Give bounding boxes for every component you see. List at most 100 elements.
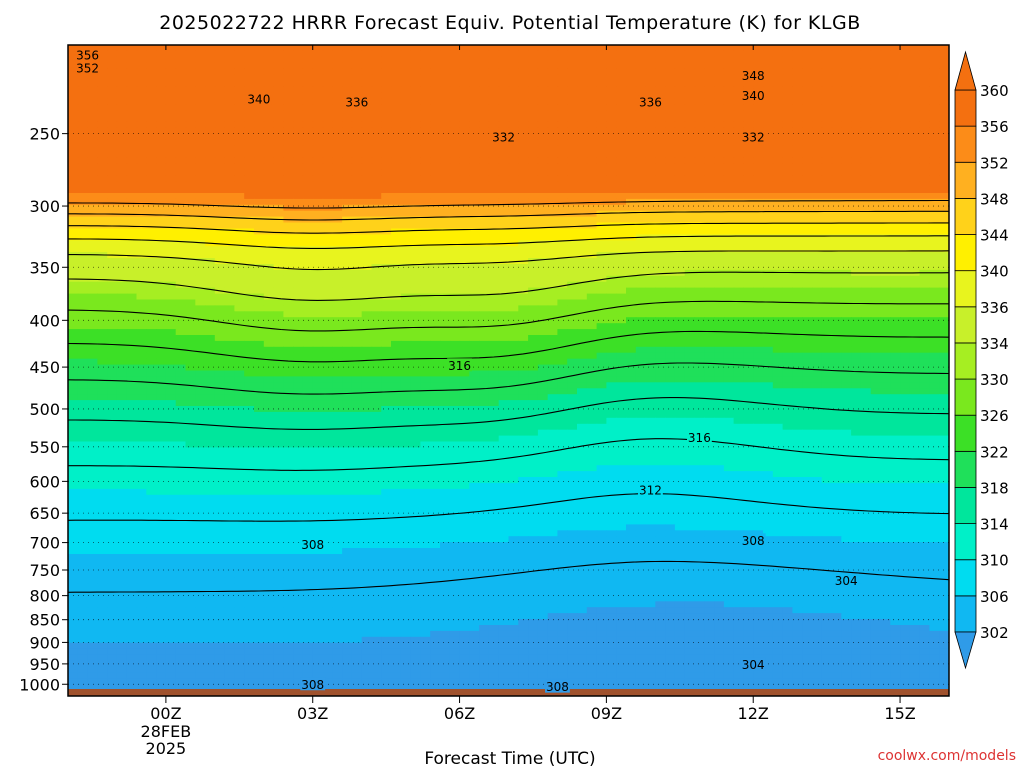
color-band-cell (351, 335, 363, 342)
color-band-cell (342, 50, 353, 58)
color-band-cell (743, 157, 754, 164)
color-band-cell (508, 121, 519, 129)
color-band-cell (479, 299, 490, 306)
color-band-cell (537, 335, 549, 342)
color-band-cell (146, 187, 157, 194)
color-band-cell (665, 157, 676, 164)
color-band-cell (508, 335, 519, 342)
color-band-cell (195, 252, 206, 259)
color-band-cell (714, 62, 725, 70)
color-band-cell (97, 275, 108, 283)
color-band-cell (782, 121, 793, 129)
color-band-cell (126, 346, 138, 354)
color-band-cell (185, 198, 196, 206)
color-band-cell (97, 157, 108, 164)
color-band-cell (302, 68, 314, 76)
color-band-cell (205, 139, 216, 147)
color-band-cell (763, 305, 774, 312)
color-band-cell (254, 281, 265, 289)
color-band-cell (273, 352, 284, 360)
color-band-cell (420, 56, 431, 64)
color-band-cell (665, 139, 676, 147)
color-band-cell (635, 181, 647, 188)
color-band-cell (244, 198, 255, 206)
color-band-cell (116, 323, 128, 330)
color-band-cell (224, 68, 235, 76)
color-band-cell (391, 252, 402, 259)
color-band-cell (214, 352, 226, 360)
color-band-cell (723, 163, 735, 170)
color-band-cell (224, 86, 235, 93)
color-band-cell (577, 335, 588, 342)
color-band-cell (332, 187, 343, 194)
color-band-cell (870, 222, 882, 229)
color-band-cell (537, 269, 549, 277)
color-band-cell (77, 157, 89, 164)
color-band-cell (449, 133, 461, 141)
color-band-cell (577, 127, 588, 135)
color-band-cell (831, 121, 842, 129)
color-band-cell (694, 234, 705, 241)
color-band-cell (528, 246, 539, 253)
color-band-cell (626, 305, 637, 312)
color-band-cell (342, 181, 353, 188)
color-band-cell (332, 258, 343, 265)
color-band-cell (626, 50, 637, 58)
color-band-cell (606, 317, 617, 324)
color-band-cell (244, 68, 255, 76)
color-band-cell (841, 311, 852, 318)
color-band-cell (919, 210, 930, 218)
color-band-cell (567, 352, 578, 360)
color-band-cell (841, 287, 852, 295)
color-band-cell (351, 311, 363, 318)
color-band-cell (909, 281, 921, 289)
color-band-cell (420, 335, 431, 342)
color-band-cell (528, 116, 539, 123)
color-band-cell (557, 299, 568, 306)
color-band-cell (821, 181, 833, 188)
color-band-cell (116, 163, 128, 170)
color-band-cell (880, 181, 891, 188)
color-band-cell (694, 305, 705, 312)
color-band-cell (351, 127, 363, 135)
color-band-cell (430, 74, 441, 82)
color-band-cell (156, 104, 167, 111)
color-band-cell (939, 86, 949, 93)
color-band-cell (831, 240, 842, 247)
color-band-cell (900, 311, 911, 318)
color-band-cell (723, 311, 735, 318)
color-band-cell (909, 228, 921, 235)
color-band-cell (440, 175, 451, 182)
color-band-cell (674, 335, 686, 342)
color-band-cell (684, 299, 696, 306)
color-band-cell (440, 370, 451, 377)
color-band-cell (704, 323, 715, 330)
color-band-cell (851, 204, 862, 212)
color-band-cell (449, 62, 461, 70)
color-band-cell (674, 340, 686, 348)
color-band-cell (567, 175, 578, 182)
color-band-cell (919, 110, 930, 117)
color-band-cell (175, 151, 187, 158)
color-band-cell (547, 335, 559, 342)
color-band-cell (244, 281, 255, 289)
color-band-cell (254, 157, 265, 164)
color-band-cell (890, 204, 901, 212)
color-band-cell (440, 275, 451, 283)
color-band-cell (792, 121, 803, 129)
color-band-cell (165, 175, 177, 182)
color-band-cell (430, 275, 441, 283)
color-band-cell (586, 45, 598, 52)
color-band-cell (430, 317, 441, 324)
color-band-cell (508, 193, 519, 200)
color-band-cell (772, 258, 784, 265)
color-band-cell (537, 127, 549, 135)
color-band-cell (782, 45, 793, 52)
color-band-cell (136, 317, 147, 324)
color-band-cell (645, 364, 656, 372)
color-band-cell (273, 210, 284, 218)
color-band-cell (528, 305, 539, 312)
color-band-cell (156, 352, 167, 360)
color-band-cell (498, 45, 510, 52)
color-band-cell (107, 293, 118, 301)
